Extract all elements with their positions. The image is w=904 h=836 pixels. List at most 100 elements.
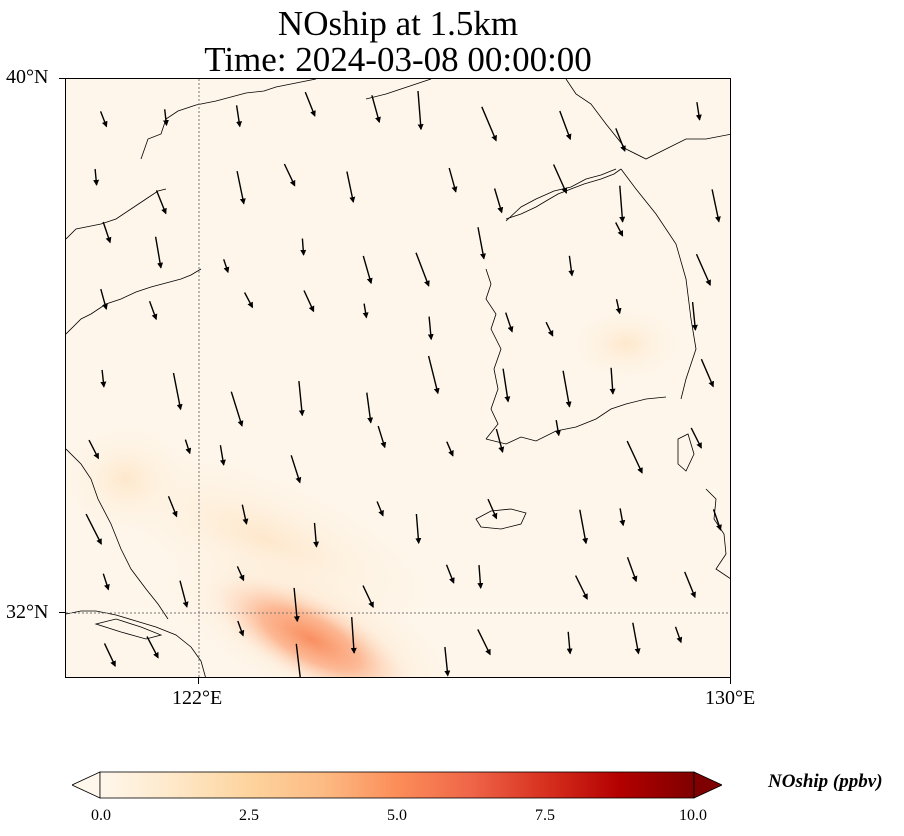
wind-arrow (172, 372, 183, 411)
wind-arrow (237, 620, 245, 637)
wind-arrow (615, 128, 626, 152)
coastline-jiangsu (66, 448, 169, 620)
map-title-line2: Time: 2024-03-08 00:00:00 (204, 40, 592, 79)
colorbar-body (99, 771, 695, 799)
wind-vectors (85, 90, 722, 677)
wind-arrow (154, 236, 164, 269)
coastline-kyushu (705, 488, 730, 579)
wind-arrow (366, 392, 374, 424)
wind-arrow (371, 95, 381, 124)
wind-arrow (179, 580, 189, 608)
wind-arrow (712, 509, 722, 531)
wind-arrow (283, 163, 296, 187)
lat-tick-40n (59, 78, 65, 79)
colorbar-graphic (71, 771, 723, 799)
wind-arrow (615, 222, 624, 237)
wind-arrow (162, 109, 169, 127)
coastline-jeju (475, 508, 527, 530)
lon-tick-122e (198, 678, 199, 684)
wind-arrow (690, 427, 702, 449)
wind-arrow (579, 509, 589, 545)
wind-arrow (235, 105, 243, 128)
colorbar-tick-7-5: 7.5 (535, 807, 555, 824)
wind-arrow (695, 253, 711, 287)
lon-label-130e: 130°E (705, 687, 756, 709)
wind-arrow (626, 440, 643, 474)
map-panel (65, 78, 731, 678)
wind-arrow (619, 185, 626, 223)
wind-arrow (85, 513, 102, 545)
wind-arrow (554, 419, 561, 437)
wind-arrow (445, 564, 455, 584)
wind-arrow (446, 441, 454, 457)
colorbar-tick-5: 5.0 (387, 807, 407, 824)
wind-arrow (626, 557, 638, 583)
wind-arrow (711, 189, 721, 223)
wind-arrow (93, 168, 100, 186)
wind-arrow (427, 316, 434, 341)
wind-arrow (615, 299, 622, 315)
coastline-manchuria (565, 79, 730, 160)
wind-arrow (236, 170, 246, 205)
wind-arrow (574, 575, 588, 600)
wind-arrow (448, 167, 458, 193)
wind-arrow (100, 369, 107, 388)
wind-arrow (674, 626, 683, 644)
coastline-liaodong (140, 79, 317, 160)
wind-arrow (99, 111, 108, 128)
map-canvas (66, 79, 730, 677)
wind-arrow (303, 290, 315, 313)
colorbar-label: NOship (ppbv) (768, 771, 883, 792)
wind-arrow (350, 617, 357, 654)
wind-arrow (566, 631, 573, 655)
wind-arrow (102, 221, 112, 244)
colorbar-tick-10: 10.0 (679, 807, 707, 824)
plume-east-spot (566, 304, 686, 384)
wind-arrow (300, 238, 307, 256)
lon-label-122e: 122°E (172, 687, 223, 709)
wind-arrow (477, 629, 491, 656)
wind-arrow (377, 425, 387, 449)
wind-arrow (293, 587, 300, 623)
wind-arrow (148, 300, 158, 321)
wind-arrow (304, 91, 316, 117)
wind-arrow (481, 106, 497, 142)
wind-arrow (415, 513, 422, 545)
plume-west-lobe (66, 419, 196, 539)
plume-core (202, 570, 420, 677)
wind-arrow (684, 571, 696, 599)
wind-arrow (241, 504, 249, 525)
wind-arrow (444, 646, 451, 677)
coastline-yangtze (66, 610, 206, 677)
coastline-yangtze-island (94, 618, 163, 640)
wind-arrow (313, 522, 320, 548)
lat-label-32n: 32°N (6, 601, 49, 623)
wind-arrow (415, 252, 430, 287)
lon-tick-130e (730, 678, 731, 684)
lat-label-40n: 40°N (6, 66, 49, 88)
colorbar-extend-low (71, 771, 101, 799)
wind-arrow (552, 164, 568, 194)
wind-arrow (155, 190, 167, 215)
wind-arrow (477, 227, 486, 260)
wind-arrow (146, 636, 159, 659)
wind-arrow (230, 391, 244, 427)
colorbar-extend-high (693, 771, 723, 799)
coastline-korea-islands (485, 268, 502, 440)
colorbar-tick-2-5: 2.5 (239, 807, 259, 824)
coastline-korea-east (620, 168, 697, 400)
wind-arrow (493, 188, 504, 214)
wind-arrow (362, 255, 373, 285)
wind-arrow (495, 428, 505, 453)
wind-arrow (487, 498, 498, 520)
wind-arrow (100, 288, 108, 310)
wind-arrow (290, 455, 302, 484)
wind-arrow (103, 643, 116, 668)
coastline-bohai-south (66, 188, 167, 240)
wind-arrow (427, 355, 440, 395)
wind-arrow (559, 110, 572, 141)
wind-arrow (609, 367, 616, 395)
wind-arrow (417, 90, 424, 131)
wind-arrow (695, 102, 702, 121)
wind-arrow (619, 508, 626, 527)
